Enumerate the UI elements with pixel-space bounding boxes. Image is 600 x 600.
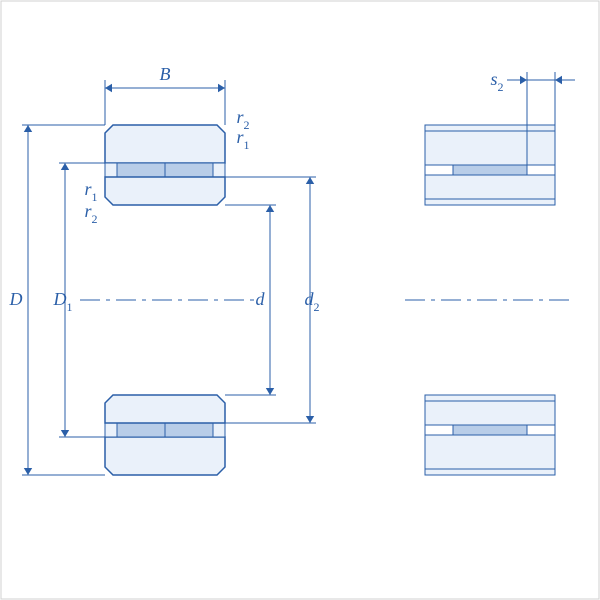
shield-gap	[527, 425, 555, 435]
shield-gap	[425, 425, 453, 435]
arrowhead	[61, 163, 69, 170]
label-r2-inner: r2	[84, 201, 97, 226]
label-s2: s2	[490, 69, 503, 94]
arrowhead	[24, 125, 32, 132]
arrowhead	[24, 468, 32, 475]
arrowhead	[105, 84, 112, 92]
arrowhead	[306, 177, 314, 184]
lip	[213, 163, 225, 177]
arrowhead	[218, 84, 225, 92]
lip	[105, 423, 117, 437]
label-D: D	[9, 289, 23, 309]
outer-ring	[105, 437, 225, 475]
lip	[105, 163, 117, 177]
shield-band	[453, 425, 527, 435]
label-B: B	[160, 64, 171, 84]
inner-ring	[105, 395, 225, 423]
label-d: d	[256, 289, 266, 309]
arrowhead	[555, 76, 562, 84]
shield-gap	[527, 165, 555, 175]
arrowhead	[306, 416, 314, 423]
inner-ring	[105, 177, 225, 205]
lip	[213, 423, 225, 437]
outer-ring	[105, 125, 225, 163]
shield-gap	[425, 165, 453, 175]
inner-ring-side	[425, 175, 555, 205]
shield-band	[453, 165, 527, 175]
arrowhead	[266, 388, 274, 395]
inner-ring-side	[425, 395, 555, 425]
arrowhead	[520, 76, 527, 84]
label-D1: D1	[53, 289, 73, 314]
arrowhead	[61, 430, 69, 437]
arrowhead	[266, 205, 274, 212]
label-d2: d2	[305, 289, 320, 314]
